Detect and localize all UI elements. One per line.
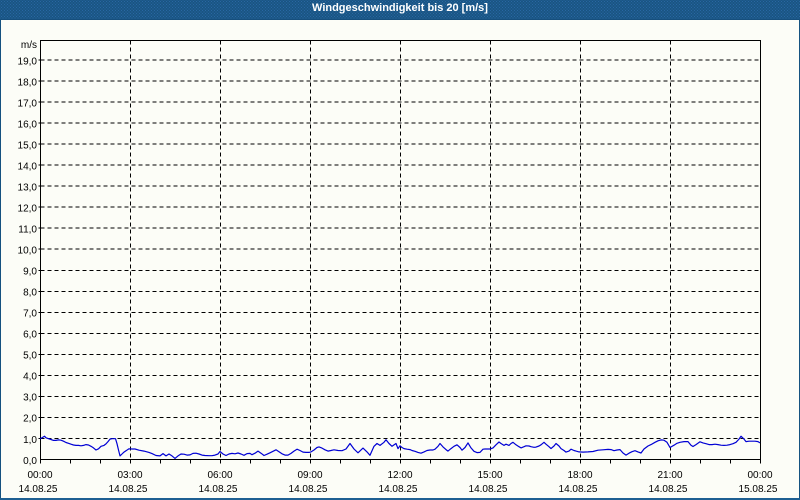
- svg-text:19,0: 19,0: [18, 56, 38, 67]
- svg-text:09:00: 09:00: [297, 470, 322, 481]
- svg-text:14.08.25: 14.08.25: [289, 484, 328, 495]
- svg-text:14.08.25: 14.08.25: [109, 484, 148, 495]
- svg-text:0,0: 0,0: [23, 456, 37, 467]
- svg-text:21:00: 21:00: [657, 470, 682, 481]
- svg-text:4,0: 4,0: [23, 372, 37, 383]
- svg-text:7,0: 7,0: [23, 309, 37, 320]
- svg-text:2,0: 2,0: [23, 414, 37, 425]
- svg-text:5,0: 5,0: [23, 351, 37, 362]
- svg-text:12:00: 12:00: [387, 470, 412, 481]
- svg-text:03:00: 03:00: [117, 470, 142, 481]
- svg-text:15.08.25: 15.08.25: [739, 484, 778, 495]
- svg-text:9,0: 9,0: [23, 267, 37, 278]
- svg-text:16,0: 16,0: [18, 119, 38, 130]
- svg-text:8,0: 8,0: [23, 288, 37, 299]
- svg-text:14.08.25: 14.08.25: [19, 484, 58, 495]
- svg-text:3,0: 3,0: [23, 393, 37, 404]
- svg-text:15,0: 15,0: [18, 140, 38, 151]
- svg-text:00:00: 00:00: [747, 470, 772, 481]
- svg-text:11,0: 11,0: [18, 225, 37, 236]
- svg-text:14.08.25: 14.08.25: [469, 484, 508, 495]
- svg-text:1,0: 1,0: [23, 435, 37, 446]
- svg-text:12,0: 12,0: [18, 204, 38, 215]
- svg-text:m/s: m/s: [21, 40, 37, 51]
- svg-text:14.08.25: 14.08.25: [559, 484, 598, 495]
- svg-text:14.08.25: 14.08.25: [649, 484, 688, 495]
- svg-text:14,0: 14,0: [18, 161, 38, 172]
- svg-text:13,0: 13,0: [18, 183, 38, 194]
- svg-text:17,0: 17,0: [18, 98, 38, 109]
- svg-text:6,0: 6,0: [23, 330, 37, 341]
- svg-text:06:00: 06:00: [207, 470, 232, 481]
- svg-text:10,0: 10,0: [18, 246, 38, 257]
- svg-text:14.08.25: 14.08.25: [199, 484, 238, 495]
- svg-text:18:00: 18:00: [567, 470, 592, 481]
- svg-text:15:00: 15:00: [477, 470, 502, 481]
- svg-text:00:00: 00:00: [27, 470, 52, 481]
- svg-text:18,0: 18,0: [18, 77, 38, 88]
- svg-text:14.08.25: 14.08.25: [379, 484, 418, 495]
